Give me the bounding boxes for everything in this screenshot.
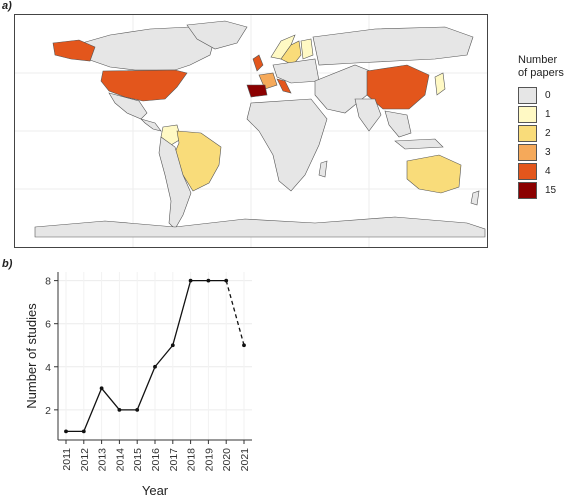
data-point	[117, 407, 122, 412]
line-segment	[172, 280, 192, 346]
x-axis-title: Year	[142, 483, 169, 498]
legend-title: Number of papers	[518, 54, 564, 80]
x-tick-label: 2020	[221, 448, 233, 472]
country-spain	[246, 84, 268, 98]
legend-label: 2	[545, 128, 551, 139]
legend-title-line2: of papers	[518, 67, 564, 79]
legend-swatch	[518, 106, 537, 123]
country-russia	[312, 26, 474, 66]
legend-label: 0	[545, 90, 551, 101]
legend-swatch	[518, 87, 537, 104]
legend-swatch	[518, 144, 537, 161]
line-segment	[225, 280, 245, 346]
country-madagascar	[318, 160, 328, 178]
legend-label: 15	[545, 185, 557, 196]
y-axis-title: Number of studies	[24, 303, 39, 409]
studies-line-chart: 2 4 6 8 2011 2012 2013 2014 2015 2016 2017 2018 2019…	[24, 272, 252, 498]
country-central-america	[139, 118, 162, 132]
legend-title-line1: Number	[518, 54, 558, 66]
x-tick-label: 2019	[203, 448, 215, 472]
data-point	[64, 429, 68, 434]
x-tick-label: 2016	[150, 448, 162, 472]
legend-entries: 0 1 2 3 4 15	[518, 86, 564, 200]
legend-entry: 2	[518, 124, 564, 143]
world-map	[15, 15, 487, 247]
country-greenland	[186, 20, 248, 50]
x-tick-label: 2021	[239, 448, 251, 472]
y-tick-label: 4	[45, 362, 51, 374]
legend-label: 4	[545, 166, 551, 177]
x-tick-label: 2014	[114, 448, 126, 472]
country-canada	[74, 26, 216, 71]
legend-entry: 15	[518, 181, 564, 200]
world-map-panel	[14, 14, 488, 248]
country-india	[354, 98, 382, 132]
y-tick-label: 6	[45, 319, 51, 331]
legend-swatch	[518, 163, 537, 180]
x-tick-label: 2015	[132, 448, 144, 472]
country-japan	[434, 72, 446, 96]
data-point	[206, 278, 211, 283]
country-new-zealand	[470, 190, 480, 206]
legend-entry: 3	[518, 143, 564, 162]
x-tick-label: 2011	[61, 448, 73, 471]
map-legend: Number of papers 0 1 2 3 4 15	[518, 54, 564, 200]
legend-entry: 4	[518, 162, 564, 181]
legend-label: 1	[545, 109, 551, 120]
line-segment	[83, 388, 103, 432]
country-uk	[252, 54, 264, 72]
panel-a-label: a)	[2, 0, 12, 12]
data-point	[170, 343, 175, 348]
country-se-asia	[384, 110, 412, 138]
data-point	[135, 407, 140, 412]
panel-b-label: b)	[2, 258, 13, 270]
line-segment	[101, 387, 120, 411]
country-italy	[276, 78, 292, 94]
x-tick-label: 2017	[168, 448, 180, 472]
x-tick-label: 2013	[97, 448, 109, 472]
country-australia	[406, 154, 462, 194]
legend-swatch	[518, 125, 537, 142]
data-point	[99, 386, 104, 391]
legend-swatch	[518, 182, 537, 199]
data-point	[153, 364, 157, 369]
country-indonesia	[394, 138, 444, 150]
x-tick-label: 2018	[186, 448, 198, 472]
country-antarctica	[34, 216, 486, 238]
line-segment	[136, 366, 156, 411]
country-colombia	[160, 124, 182, 146]
country-norway	[270, 34, 296, 60]
country-finland	[300, 38, 314, 60]
country-europe-rest	[272, 58, 320, 84]
line-segment	[154, 344, 174, 368]
legend-entry: 0	[518, 86, 564, 105]
x-tick-label: 2012	[79, 448, 91, 472]
data-point	[81, 429, 86, 434]
country-usa	[100, 69, 188, 102]
legend-label: 3	[545, 147, 551, 158]
y-tick-label: 2	[45, 405, 51, 417]
y-tick-label: 8	[45, 276, 51, 288]
data-point	[188, 278, 193, 283]
country-usa-alaska	[52, 39, 96, 62]
country-africa	[246, 98, 328, 192]
country-china	[366, 64, 430, 110]
data-point	[242, 343, 246, 348]
legend-entry: 1	[518, 105, 564, 124]
data-point	[224, 278, 229, 283]
